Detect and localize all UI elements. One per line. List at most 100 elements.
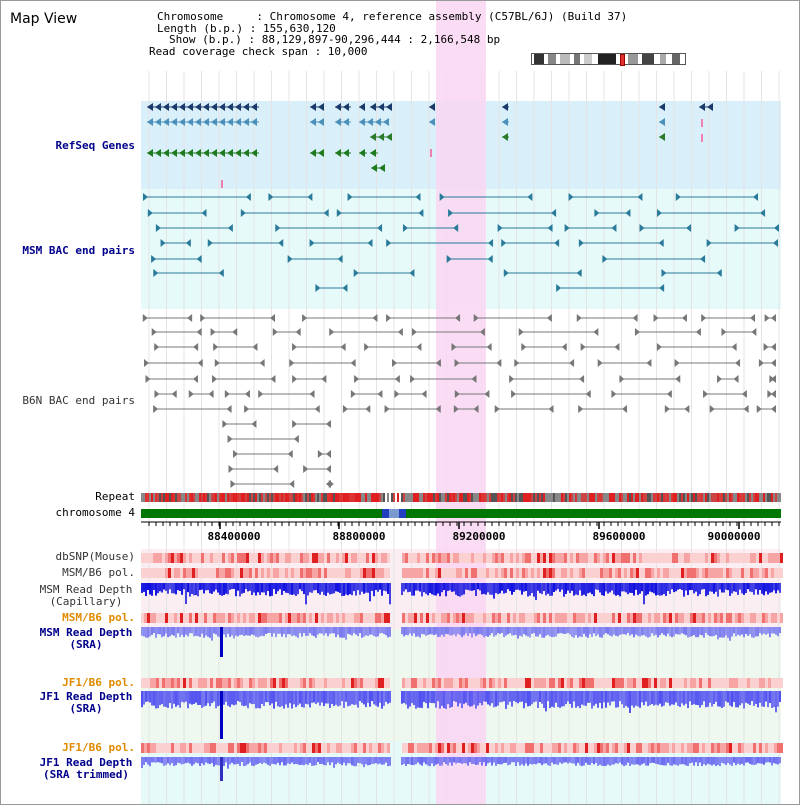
gene-exon-arrow <box>195 103 201 111</box>
jf1-trim-depth-bar <box>295 757 297 764</box>
repeat-bar <box>237 493 239 502</box>
msm-bac-pair-end <box>611 224 617 232</box>
gene-exon-arrow <box>318 118 324 126</box>
track-label-msm-bac[interactable]: MSM BAC end pairs <box>22 244 135 257</box>
b6n-bac-pair-end <box>455 314 461 322</box>
repeat-bar <box>281 493 283 502</box>
jf1-b6-pol2-cell <box>204 743 207 753</box>
msm-capillary-depth-bar <box>757 583 759 595</box>
track-label-dbsnp[interactable]: dbSNP(Mouse) <box>55 550 135 563</box>
b6n-bac-pair-end <box>569 359 575 367</box>
msm-capillary-depth-bar <box>461 583 463 596</box>
dbsnp-cell <box>609 553 612 563</box>
gene-exon-arrow <box>343 149 349 157</box>
msm-sra-depth-bar <box>443 627 445 637</box>
repeat-bar <box>159 493 161 502</box>
track-label-msm-depth-capillary[interactable]: MSM Read Depth (Capillary) <box>39 583 133 608</box>
gene-exon-arrow <box>227 118 233 126</box>
msm-capillary-depth-bar <box>359 583 361 595</box>
msm-capillary-depth-bar <box>725 583 727 590</box>
msm-sra-depth-bar <box>555 627 557 637</box>
msm-b6-pol-cell <box>537 568 540 578</box>
track-label-refseq[interactable]: RefSeq Genes <box>55 139 135 152</box>
jf1-sra-depth-bar <box>345 691 347 702</box>
msm-sra-depth-bar <box>479 627 481 635</box>
msm-b6-pol-cell <box>192 568 195 578</box>
msm-capillary-depth-bar <box>741 583 743 594</box>
track-label-jf1-depth-trimmed[interactable]: JF1 Read Depth (SRA trimmed) <box>39 756 133 781</box>
msm-b6-pol-cell <box>627 568 630 578</box>
track-label-msm-depth-sra[interactable]: MSM Read Depth (SRA) <box>39 626 133 651</box>
msm-b6-pol-cell <box>387 568 390 578</box>
jf1-b6-pol-cell <box>480 678 483 688</box>
jf1-trim-depth-bar <box>623 757 625 767</box>
track-label-jf1-b6-pol[interactable]: JF1/B6 pol. <box>62 676 135 689</box>
msm-bac-pair-end <box>576 269 582 277</box>
msm-sra-depth-bar <box>321 627 323 634</box>
jf1-sra-depth-bar <box>773 691 775 708</box>
msm-sra-depth-bar <box>703 627 705 638</box>
msm-sra-depth-bar <box>379 627 381 634</box>
jf1-trim-depth-bar <box>569 757 571 763</box>
repeat-bar <box>569 493 571 502</box>
msm-capillary-depth-bar <box>669 583 671 594</box>
jf1-b6-pol2-cell <box>531 743 534 753</box>
jf1-b6-pol2-cell <box>171 743 174 753</box>
jf1-sra-depth-bar <box>203 691 205 707</box>
jf1-b6-pol2-cell <box>570 743 573 753</box>
dbsnp-cell <box>363 553 366 563</box>
jf1-trim-depth-bar <box>657 757 659 765</box>
dbsnp-cell <box>681 553 684 563</box>
jf1-sra-depth-bar <box>527 691 529 707</box>
repeat-bar <box>337 493 339 502</box>
jf1-sra-depth-bar <box>533 691 535 703</box>
msm-b6-pol-cell <box>723 568 726 578</box>
jf1-b6-pol-cell <box>279 678 282 688</box>
b6n-bac-pair-end <box>391 359 397 367</box>
jf1-trim-depth-bar <box>437 757 439 764</box>
repeat-bar <box>323 493 325 502</box>
msm-b6-pol-cell <box>459 568 462 578</box>
repeat-bar <box>617 493 619 502</box>
msm-sra-depth-bar <box>175 627 177 638</box>
jf1-sra-depth-bar <box>163 691 165 707</box>
msm-sra-depth-bar <box>509 627 511 634</box>
msm-capillary-depth-bar <box>481 583 483 595</box>
jf1-b6-pol2-cell <box>546 743 549 753</box>
track-label-jf1-depth-sra[interactable]: JF1 Read Depth (SRA) <box>39 690 133 715</box>
b6n-bac-pair-end <box>193 343 199 351</box>
jf1-trim-depth-bar <box>701 757 703 767</box>
msm-sra-depth-bar <box>247 627 249 636</box>
track-label-msm-b6-pol[interactable]: MSM/B6 pol. <box>62 566 135 579</box>
msm-b6-pol-cell <box>351 568 354 578</box>
chromosome-ideogram[interactable] <box>531 53 686 66</box>
track-label-b6n-bac[interactable]: B6N BAC end pairs <box>22 394 135 407</box>
msm-b6-pol-cell <box>753 568 756 578</box>
gene-exon-arrow <box>219 149 225 157</box>
jf1-b6-pol-cell <box>486 678 489 688</box>
b6n-bac-pair-end <box>386 314 392 322</box>
track-label-jf1-b6-pol-2[interactable]: JF1/B6 pol. <box>62 741 135 754</box>
msm-b6-pol-cell <box>633 568 636 578</box>
jf1-b6-pol2-cell <box>729 743 732 753</box>
jf1-b6-pol2-cell <box>726 743 729 753</box>
dbsnp-cell <box>162 553 165 563</box>
jf1-b6-pol2-cell <box>312 743 315 753</box>
msm-bac-pair-end <box>309 239 315 247</box>
msm-capillary-depth-bar <box>457 583 459 597</box>
jf1-trim-depth-bar <box>507 757 509 766</box>
msm-capillary-depth-bar <box>749 583 751 592</box>
msm-capillary-depth-bar <box>691 583 693 590</box>
msm-sra-depth-bar <box>637 627 639 636</box>
jf1-b6-pol-cell <box>594 678 597 688</box>
msm-capillary-depth-bar <box>381 583 383 596</box>
msm-capillary-depth-bar <box>549 583 551 596</box>
jf1-sra-depth-bar <box>217 691 219 707</box>
jf1-b6-pol2-cell <box>513 743 516 753</box>
dbsnp-cell <box>495 553 498 563</box>
msm-b6-pol-cell <box>729 568 732 578</box>
jf1-b6-pol-cell <box>246 678 249 688</box>
track-label-msm-b6-pol-2[interactable]: MSM/B6 pol. <box>62 611 135 624</box>
repeat-bar <box>769 493 771 502</box>
jf1-b6-pol2-cell <box>693 743 696 753</box>
